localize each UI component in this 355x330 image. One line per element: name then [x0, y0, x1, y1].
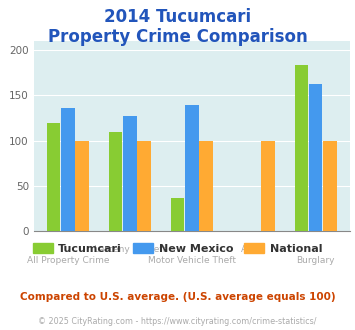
Bar — [47, 122, 60, 231]
Bar — [199, 141, 213, 231]
Bar — [75, 141, 89, 231]
Text: Compared to U.S. average. (U.S. average equals 100): Compared to U.S. average. (U.S. average … — [20, 292, 335, 302]
Bar — [309, 84, 322, 231]
Bar — [137, 141, 151, 231]
Text: Burglary: Burglary — [296, 256, 335, 265]
Bar — [323, 141, 337, 231]
Bar — [109, 132, 122, 231]
Text: 2014 Tucumcari: 2014 Tucumcari — [104, 8, 251, 26]
Text: Motor Vehicle Theft: Motor Vehicle Theft — [148, 256, 236, 265]
Text: © 2025 CityRating.com - https://www.cityrating.com/crime-statistics/: © 2025 CityRating.com - https://www.city… — [38, 317, 317, 326]
Bar — [61, 108, 75, 231]
Bar — [295, 65, 308, 231]
Bar — [123, 116, 137, 231]
Bar — [261, 141, 275, 231]
Text: Larceny & Theft: Larceny & Theft — [94, 246, 166, 254]
Bar — [185, 105, 198, 231]
Bar — [261, 141, 275, 231]
Legend: Tucumcari, New Mexico, National: Tucumcari, New Mexico, National — [28, 239, 327, 258]
Bar — [171, 198, 184, 231]
Text: Arson: Arson — [241, 246, 267, 254]
Text: Property Crime Comparison: Property Crime Comparison — [48, 28, 307, 46]
Text: All Property Crime: All Property Crime — [27, 256, 109, 265]
